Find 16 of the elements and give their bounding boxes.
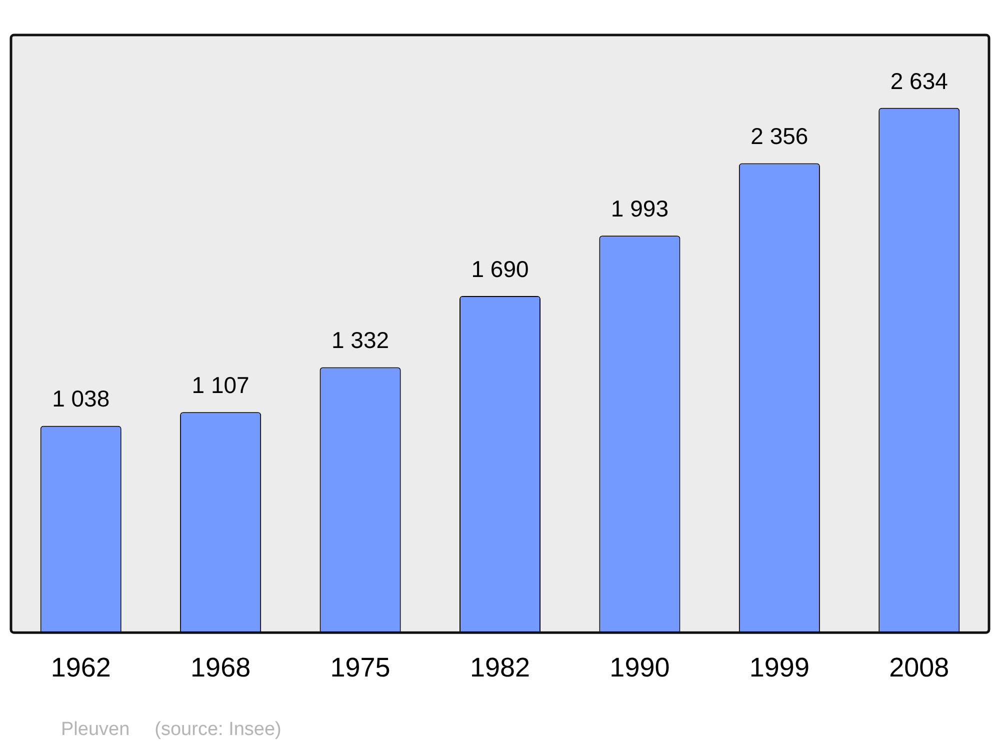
x-tick-label: 1975 — [330, 652, 390, 682]
data-label: 1 038 — [52, 386, 110, 412]
x-tick-label: 1968 — [190, 652, 251, 682]
x-tick-label: 1990 — [610, 652, 670, 682]
x-tick-label: 1982 — [470, 652, 530, 682]
text: Pleuven — [61, 719, 130, 740]
data-label: 2 356 — [750, 123, 808, 150]
data-label: 1 690 — [471, 256, 529, 282]
text: (source: Insee) — [154, 719, 282, 740]
data-label: 1 332 — [332, 327, 390, 354]
data-label: 2 634 — [890, 68, 948, 94]
data-label: 1 993 — [610, 195, 668, 222]
data-label: 1 107 — [192, 372, 250, 398]
x-tick-label: 1999 — [749, 652, 810, 682]
x-tick-label: 1962 — [50, 652, 111, 682]
x-tick-label: 2008 — [889, 652, 950, 682]
